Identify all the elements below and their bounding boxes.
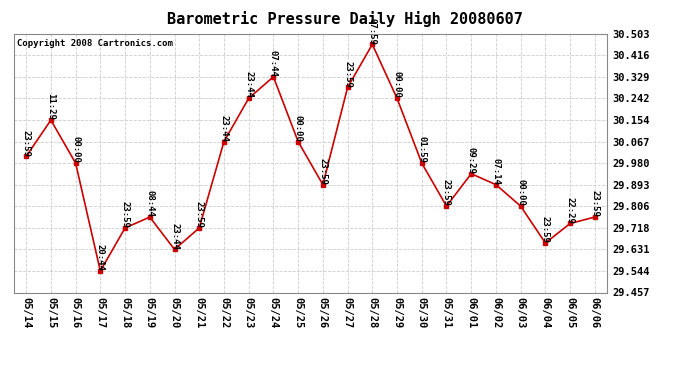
Text: 09:29: 09:29 [466,147,475,174]
Text: 23:59: 23:59 [318,158,327,184]
Text: 08:44: 08:44 [146,190,155,217]
Text: 23:59: 23:59 [21,130,30,156]
Text: 00:00: 00:00 [516,179,525,206]
Text: 23:59: 23:59 [442,179,451,206]
Text: 07:59: 07:59 [368,18,377,44]
Text: 22:29: 22:29 [566,196,575,223]
Text: 00:00: 00:00 [294,115,303,142]
Text: 23:59: 23:59 [343,60,352,87]
Text: 23:59: 23:59 [195,201,204,228]
Text: 11:29: 11:29 [46,93,55,120]
Text: 00:00: 00:00 [71,136,80,163]
Text: 23:59: 23:59 [591,190,600,217]
Text: Copyright 2008 Cartronics.com: Copyright 2008 Cartronics.com [17,39,172,48]
Text: 00:00: 00:00 [393,72,402,98]
Text: 23:59: 23:59 [121,201,130,228]
Text: 23:44: 23:44 [170,223,179,249]
Text: Barometric Pressure Daily High 20080607: Barometric Pressure Daily High 20080607 [167,11,523,27]
Text: 23:44: 23:44 [219,115,228,142]
Text: 23:44: 23:44 [244,72,253,98]
Text: 07:44: 07:44 [269,50,278,77]
Text: 07:14: 07:14 [491,158,500,184]
Text: 20:44: 20:44 [96,244,105,271]
Text: 01:59: 01:59 [417,136,426,163]
Text: 23:59: 23:59 [541,216,550,243]
